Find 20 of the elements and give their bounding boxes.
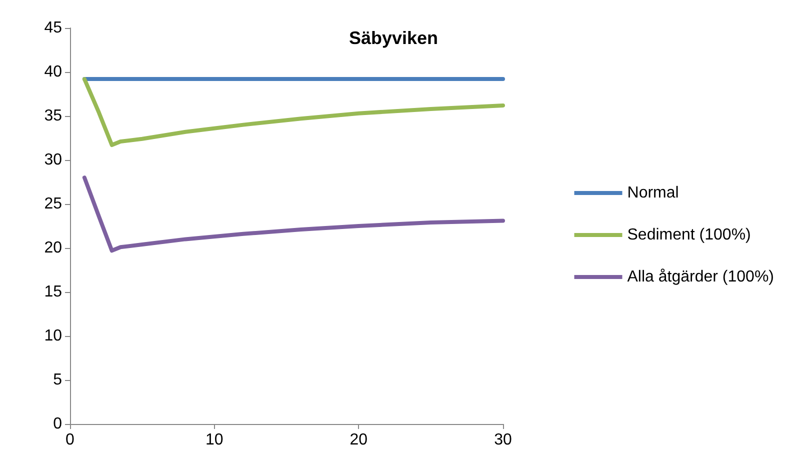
y-tick-label: 5: [53, 372, 62, 388]
x-tick-label: 0: [66, 432, 75, 448]
y-tick-label: 25: [44, 196, 62, 212]
y-tick-label: 10: [44, 328, 62, 344]
line-series: [82, 77, 505, 148]
legend-label: Sediment (100%): [627, 226, 751, 244]
x-tick-label: 10: [205, 432, 224, 448]
y-tick-label: 0: [53, 416, 62, 432]
line-series: [82, 176, 505, 253]
y-tick-label: 35: [44, 108, 62, 124]
x-tick-label: 20: [350, 432, 368, 448]
y-tick-label: 30: [44, 152, 62, 168]
legend-label: Normal: [627, 184, 679, 202]
chart-title: Säbyviken: [349, 28, 438, 48]
x-tick-label: 30: [494, 432, 512, 448]
y-tick-label: 45: [44, 20, 62, 36]
y-tick-label: 20: [44, 240, 62, 256]
y-tick-label: 15: [44, 284, 62, 300]
y-tick-label: 40: [44, 64, 62, 80]
legend-label: Alla åtgärder (100%): [627, 268, 774, 286]
